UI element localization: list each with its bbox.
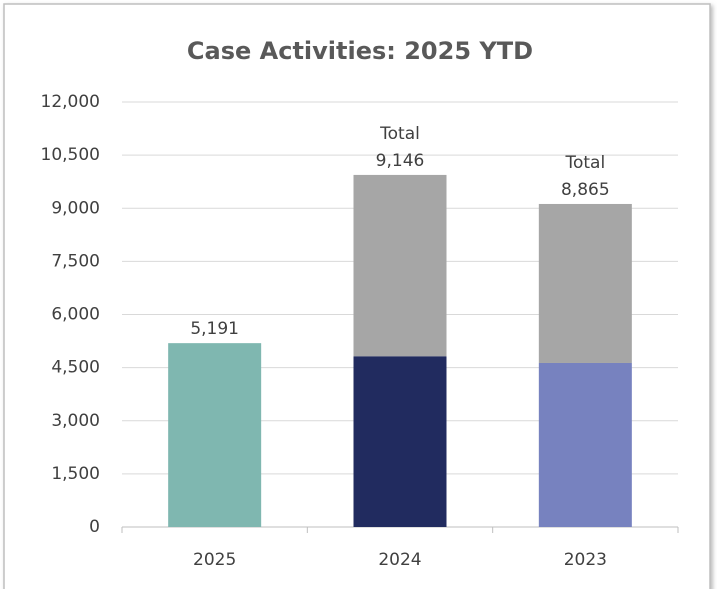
annotation: Total <box>379 124 420 144</box>
y-tick-label: 1,500 <box>51 464 100 484</box>
bar-segment <box>538 362 632 527</box>
chart-title: Case Activities: 2025 YTD <box>187 37 533 65</box>
y-tick-label: 12,000 <box>41 92 100 112</box>
annotation: 9,146 <box>376 151 425 171</box>
x-tick-label: 2025 <box>193 550 236 570</box>
bar-segment <box>353 356 447 527</box>
annotation: Total <box>564 153 605 173</box>
bar-segment <box>353 174 447 357</box>
y-tick-label: 9,000 <box>51 198 100 218</box>
x-tick-label: 2024 <box>378 550 421 570</box>
annotation: 8,865 <box>561 180 610 200</box>
y-tick-label: 7,500 <box>51 251 100 271</box>
y-tick-label: 0 <box>89 517 100 537</box>
y-tick-label: 3,000 <box>51 411 100 431</box>
bar-segment <box>168 343 262 527</box>
y-tick-label: 4,500 <box>51 358 100 378</box>
y-tick-label: 6,000 <box>51 305 100 325</box>
y-tick-label: 10,500 <box>41 145 100 165</box>
bar-segment <box>538 203 632 363</box>
x-tick-label: 2023 <box>564 550 607 570</box>
data-label: 5,191 <box>190 319 239 339</box>
